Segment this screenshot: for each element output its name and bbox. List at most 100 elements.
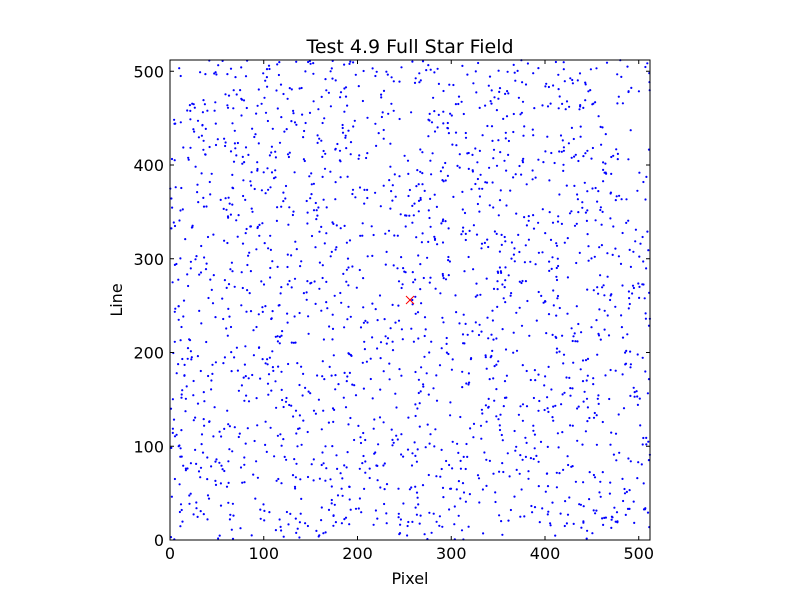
- star-point: [351, 192, 354, 196]
- star-point: [593, 476, 597, 479]
- star-point: [233, 356, 236, 359]
- star-point: [401, 338, 404, 341]
- star-point: [598, 491, 601, 494]
- star-point: [477, 61, 480, 65]
- star-point: [420, 241, 423, 244]
- star-point: [332, 354, 335, 357]
- star-point: [362, 387, 365, 390]
- star-point: [399, 518, 402, 521]
- star-point: [585, 397, 589, 400]
- star-point: [276, 265, 279, 268]
- star-point: [260, 102, 263, 105]
- star-point: [174, 307, 177, 310]
- star-point: [339, 91, 343, 94]
- star-point: [507, 139, 510, 143]
- star-point: [277, 365, 280, 368]
- star-point: [357, 507, 360, 510]
- star-point: [175, 372, 178, 375]
- star-point: [419, 148, 422, 151]
- star-point: [383, 318, 386, 321]
- star-point: [478, 106, 481, 109]
- star-point: [471, 170, 474, 173]
- star-point: [466, 73, 469, 76]
- star-point: [400, 374, 403, 377]
- star-point: [358, 467, 361, 470]
- star-point: [461, 208, 464, 211]
- star-point: [587, 245, 590, 248]
- star-point: [316, 214, 319, 217]
- star-point: [275, 89, 278, 92]
- star-point: [629, 129, 632, 132]
- star-point: [414, 506, 417, 509]
- star-point: [418, 72, 421, 75]
- star-point: [343, 371, 346, 374]
- star-point: [403, 154, 406, 157]
- star-point: [321, 276, 324, 280]
- star-point: [457, 102, 460, 106]
- star-point: [309, 197, 312, 200]
- star-point: [317, 108, 320, 111]
- star-point: [564, 108, 567, 111]
- star-point: [494, 491, 497, 494]
- star-point: [421, 232, 424, 235]
- star-point: [204, 127, 207, 130]
- star-point: [362, 306, 365, 309]
- star-point: [492, 338, 495, 341]
- star-point: [455, 488, 458, 491]
- star-point: [343, 110, 346, 113]
- star-point: [429, 225, 432, 228]
- star-point: [571, 82, 575, 85]
- star-point: [414, 485, 417, 488]
- star-point: [283, 455, 286, 458]
- star-point: [576, 407, 579, 410]
- star-point: [227, 460, 230, 463]
- y-axis-label: Line: [107, 283, 126, 316]
- star-point: [214, 71, 217, 74]
- star-point: [400, 66, 403, 69]
- star-point: [302, 372, 305, 375]
- star-point: [555, 244, 559, 247]
- star-point: [448, 260, 451, 263]
- star-point: [621, 336, 625, 339]
- star-point: [600, 244, 604, 247]
- star-point: [280, 444, 283, 447]
- star-point: [279, 292, 282, 295]
- star-point: [500, 433, 503, 437]
- star-point: [343, 63, 346, 66]
- star-point: [415, 513, 418, 516]
- star-point: [484, 181, 487, 184]
- star-point: [451, 440, 454, 443]
- star-point: [280, 205, 283, 208]
- x-tick-label: 500: [623, 544, 654, 563]
- star-point: [288, 151, 291, 154]
- star-point: [214, 460, 217, 463]
- star-point: [637, 282, 640, 285]
- star-point: [280, 370, 283, 373]
- star-point: [374, 74, 377, 78]
- star-point: [200, 172, 203, 175]
- star-point: [173, 118, 176, 121]
- star-point: [491, 139, 494, 142]
- star-point: [532, 457, 535, 461]
- star-point: [419, 288, 422, 291]
- star-point: [299, 478, 302, 481]
- star-point: [375, 464, 378, 467]
- star-point: [595, 67, 598, 70]
- star-point: [279, 83, 283, 86]
- star-point: [476, 177, 479, 181]
- star-point: [527, 238, 531, 241]
- star-point: [492, 377, 495, 380]
- star-point: [555, 336, 558, 339]
- star-point: [646, 392, 650, 395]
- star-point: [341, 477, 344, 480]
- star-point: [599, 206, 603, 209]
- star-point: [603, 328, 606, 331]
- star-point: [258, 234, 261, 237]
- star-point: [389, 327, 392, 330]
- star-point: [425, 372, 428, 375]
- star-point: [408, 214, 411, 217]
- star-point: [310, 463, 313, 466]
- star-point: [520, 488, 523, 491]
- star-point: [383, 488, 386, 491]
- star-point: [631, 284, 635, 287]
